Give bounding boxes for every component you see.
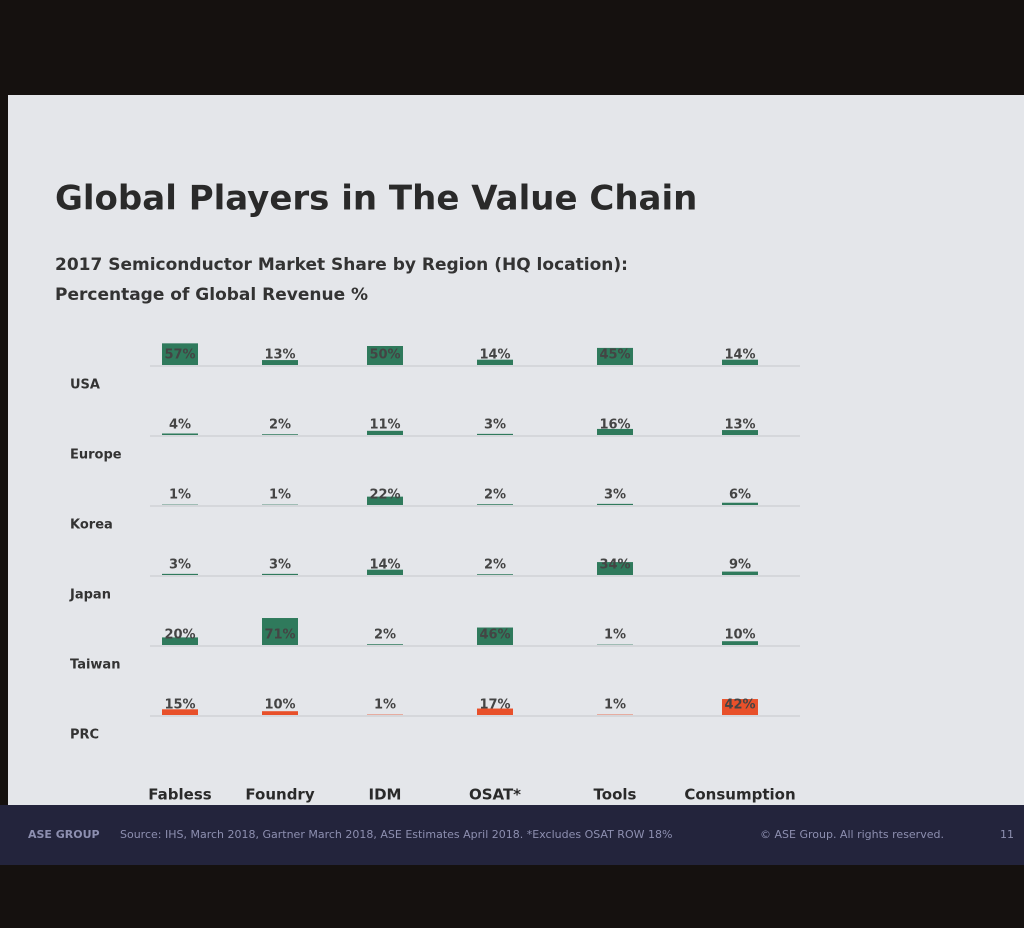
- bar: [367, 644, 403, 645]
- value-label: 1%: [604, 628, 626, 643]
- value-label: 15%: [164, 698, 195, 713]
- value-label: 3%: [484, 418, 506, 433]
- value-label: 71%: [264, 628, 295, 643]
- value-label: 34%: [599, 558, 630, 573]
- value-label: 2%: [484, 488, 506, 503]
- x-tick-label: Tools: [594, 786, 637, 804]
- value-label: 6%: [729, 488, 751, 503]
- value-label: 3%: [169, 558, 191, 573]
- value-label: 3%: [269, 558, 291, 573]
- bar: [477, 574, 513, 575]
- x-tick-label: OSAT*: [469, 786, 521, 804]
- value-label: 4%: [169, 418, 191, 433]
- value-label: 10%: [724, 628, 755, 643]
- bar: [162, 573, 198, 575]
- bar: [597, 347, 633, 365]
- x-tick-label: Consumption: [684, 786, 795, 804]
- value-label: 14%: [724, 348, 755, 363]
- bar: [367, 346, 403, 365]
- bar: [722, 641, 758, 645]
- bar: [477, 504, 513, 505]
- value-label: 45%: [599, 348, 630, 363]
- bar: [367, 496, 403, 505]
- legend-label: Japan: [69, 588, 111, 603]
- bar: [367, 569, 403, 575]
- bar: [162, 343, 198, 365]
- footer-source: Source: IHS, March 2018, Gartner March 2…: [120, 828, 672, 841]
- legend-label: Europe: [70, 448, 122, 463]
- bar: [367, 430, 403, 435]
- footer-bar: [0, 805, 1024, 865]
- value-label: 42%: [724, 698, 755, 713]
- chart-title: Global Players in The Value Chain: [55, 179, 697, 219]
- value-label: 17%: [479, 698, 510, 713]
- bar: [262, 573, 298, 575]
- bar: [597, 562, 633, 575]
- value-label: 2%: [374, 628, 396, 643]
- value-label: 1%: [604, 698, 626, 713]
- value-label: 1%: [169, 488, 191, 503]
- bar: [722, 359, 758, 365]
- value-label: 9%: [729, 558, 751, 573]
- bar: [477, 708, 513, 715]
- value-label: 22%: [369, 488, 400, 503]
- bar: [262, 711, 298, 715]
- value-label: 10%: [264, 698, 295, 713]
- bar: [597, 428, 633, 435]
- value-label: 2%: [269, 418, 291, 433]
- bar: [262, 434, 298, 435]
- value-label: 16%: [599, 418, 630, 433]
- footer-copyright: © ASE Group. All rights reserved.: [760, 828, 944, 841]
- bar: [162, 433, 198, 435]
- bar: [722, 502, 758, 505]
- bar: [262, 618, 298, 645]
- x-tick-label: Fabless: [148, 786, 211, 804]
- value-label: 14%: [479, 348, 510, 363]
- slide: [8, 95, 1024, 805]
- value-label: 3%: [604, 488, 626, 503]
- legend-label: USA: [70, 378, 100, 393]
- x-tick-label: Foundry: [245, 786, 314, 804]
- page-number: 11: [1000, 828, 1014, 841]
- bar: [162, 709, 198, 715]
- x-tick-label: IDM: [369, 786, 402, 804]
- value-label: 1%: [269, 488, 291, 503]
- bar: [262, 360, 298, 365]
- bar: [477, 433, 513, 435]
- legend-label: Taiwan: [70, 658, 120, 673]
- bar: [722, 699, 758, 715]
- value-label: 2%: [484, 558, 506, 573]
- chart-subtitle: 2017 Semiconductor Market Share by Regio…: [55, 255, 628, 275]
- value-label: 14%: [369, 558, 400, 573]
- bar: [162, 637, 198, 645]
- legend-label: PRC: [70, 728, 99, 743]
- value-label: 13%: [264, 348, 295, 363]
- bar: [477, 359, 513, 365]
- bar: [722, 571, 758, 575]
- value-label: 46%: [479, 628, 510, 643]
- bar: [722, 430, 758, 435]
- value-label: 20%: [164, 628, 195, 643]
- value-label: 1%: [374, 698, 396, 713]
- value-label: 11%: [369, 418, 400, 433]
- footer-logo: ASE GROUP: [28, 828, 100, 841]
- bar: [477, 627, 513, 645]
- y-label: Percentage of Global Revenue %: [55, 285, 368, 305]
- value-label: 57%: [164, 348, 195, 363]
- value-label: 50%: [369, 348, 400, 363]
- bar: [597, 503, 633, 505]
- value-label: 13%: [724, 418, 755, 433]
- legend-label: Korea: [70, 518, 113, 533]
